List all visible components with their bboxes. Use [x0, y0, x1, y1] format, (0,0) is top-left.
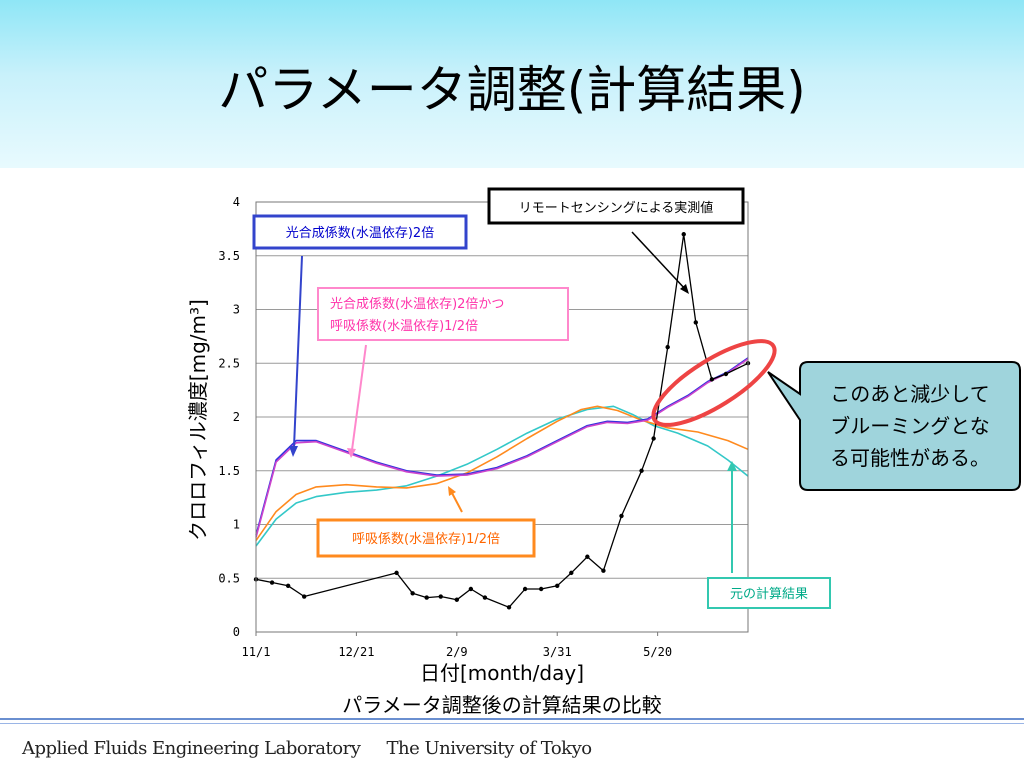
annotation-remote-sensing: リモートセンシングによる実測値: [487, 187, 745, 294]
svg-text:このあと減少して: このあと減少して: [830, 382, 989, 406]
series-marker: [665, 344, 670, 350]
annotation-original-result: 元の計算結果: [707, 461, 831, 609]
svg-text:呼吸係数(水温依存)1/2倍: 呼吸係数(水温依存)1/2倍: [330, 319, 478, 334]
series-marker: [538, 586, 544, 592]
series-marker: [394, 570, 399, 576]
series-marker: [555, 583, 560, 588]
x-tick-label: 12/21: [338, 645, 374, 659]
series-marker: [723, 371, 729, 377]
slide-title: パラメータ調整(計算結果): [218, 61, 806, 119]
series-marker: [410, 591, 415, 596]
x-tick-label: 5/20: [643, 645, 672, 659]
series-marker: [522, 586, 528, 592]
x-tick-label: 3/31: [543, 645, 572, 659]
series-line: [255, 357, 749, 536]
series-marker: [681, 232, 686, 237]
x-axis-ticks: 11/1 12/21 2/9 3/31 5/20: [242, 632, 672, 659]
y-tick-label: 0.5: [218, 571, 240, 585]
svg-text:ブルーミングとな: ブルーミングとな: [830, 414, 989, 438]
series-marker: [482, 595, 488, 600]
svg-text:光合成係数(水温依存)2倍: 光合成係数(水温依存)2倍: [286, 226, 434, 241]
chart-caption: パラメータ調整後の計算結果の比較: [342, 693, 661, 717]
svg-text:リモートセンシングによる実測値: リモートセンシングによる実測値: [519, 200, 714, 216]
series-marker: [506, 605, 512, 610]
highlight-ellipse: [651, 339, 777, 427]
chart-series: [253, 232, 751, 610]
y-tick-label: 3.5: [218, 249, 240, 263]
series-marker: [651, 436, 656, 441]
series-marker: [424, 595, 429, 600]
series-marker: [454, 597, 460, 602]
series-marker: [569, 570, 574, 576]
y-tick-label: 1.5: [218, 464, 240, 478]
annotation-photosynthesis-2x: 光合成係数(水温依存)2倍: [252, 214, 468, 457]
x-axis-label: 日付[month/day]: [420, 661, 584, 685]
svg-text:光合成係数(水温依存)2倍かつ: 光合成係数(水温依存)2倍かつ: [330, 297, 504, 312]
footer-rule-thin: [0, 723, 1024, 724]
y-tick-label: 3: [233, 303, 240, 317]
x-tick-label: 11/1: [242, 645, 271, 659]
series-marker: [639, 468, 644, 473]
svg-text:元の計算結果: 元の計算結果: [730, 586, 808, 602]
svg-text:呼吸係数(水温依存)1/2倍: 呼吸係数(水温依存)1/2倍: [352, 532, 500, 547]
footer-text: Applied Fluids Engineering Laboratory Th…: [22, 738, 592, 759]
y-axis-ticks: 0 0.5 1 1.5 2 2.5 3 3.5 4: [218, 195, 240, 639]
y-tick-label: 2: [233, 410, 240, 424]
y-axis-label: クロロフィル濃度[mg/m³]: [186, 299, 210, 541]
x-tick-label: 2/9: [446, 645, 468, 659]
annotation-photosynthesis-respiration: 光合成係数(水温依存)2倍かつ 呼吸係数(水温依存)1/2倍: [317, 287, 569, 458]
series-marker: [709, 377, 715, 382]
series-marker: [438, 594, 443, 599]
svg-text:る可能性がある。: る可能性がある。: [830, 446, 990, 470]
series-line: [255, 358, 749, 538]
series-marker: [585, 554, 590, 559]
title-banner: パラメータ調整(計算結果): [0, 0, 1024, 168]
y-tick-label: 1: [233, 518, 240, 532]
y-tick-label: 0: [233, 625, 240, 639]
series-marker: [619, 513, 624, 519]
series-marker: [468, 586, 474, 592]
annotation-respiration-half: 呼吸係数(水温依存)1/2倍: [316, 486, 536, 558]
footer-rule: [0, 718, 1024, 720]
series-marker: [285, 583, 291, 588]
callout-bubble: このあと減少して ブルーミングとな る可能性がある。: [767, 361, 1021, 491]
y-tick-label: 2.5: [218, 356, 240, 370]
series-line: [255, 405, 749, 547]
y-tick-label: 4: [233, 195, 240, 209]
series-marker: [269, 580, 275, 585]
series-marker: [693, 320, 698, 325]
series-marker: [601, 568, 606, 573]
series-marker: [301, 594, 307, 599]
